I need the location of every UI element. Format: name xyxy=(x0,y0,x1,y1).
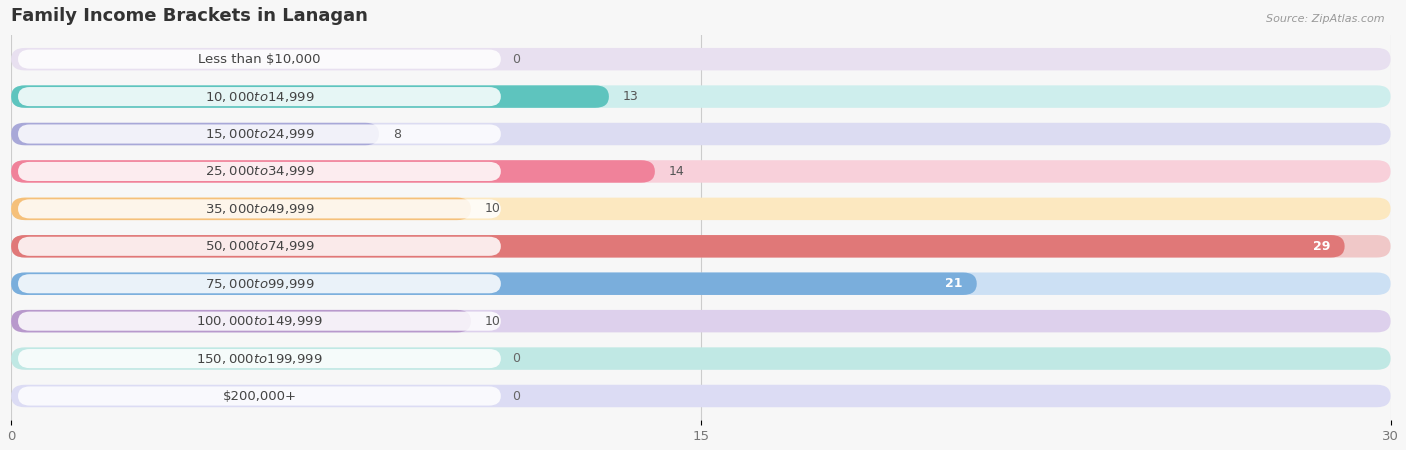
FancyBboxPatch shape xyxy=(11,48,1391,70)
FancyBboxPatch shape xyxy=(18,237,501,256)
FancyBboxPatch shape xyxy=(11,86,1391,108)
Text: $150,000 to $199,999: $150,000 to $199,999 xyxy=(197,351,323,365)
Text: Family Income Brackets in Lanagan: Family Income Brackets in Lanagan xyxy=(11,7,368,25)
Text: $75,000 to $99,999: $75,000 to $99,999 xyxy=(205,277,315,291)
FancyBboxPatch shape xyxy=(18,311,501,331)
Text: 8: 8 xyxy=(392,127,401,140)
Text: $35,000 to $49,999: $35,000 to $49,999 xyxy=(205,202,315,216)
FancyBboxPatch shape xyxy=(18,387,501,405)
FancyBboxPatch shape xyxy=(11,123,1391,145)
Text: $15,000 to $24,999: $15,000 to $24,999 xyxy=(205,127,315,141)
FancyBboxPatch shape xyxy=(11,123,380,145)
Text: 0: 0 xyxy=(512,390,520,402)
FancyBboxPatch shape xyxy=(11,385,1391,407)
Text: $50,000 to $74,999: $50,000 to $74,999 xyxy=(205,239,315,253)
Text: $25,000 to $34,999: $25,000 to $34,999 xyxy=(205,164,315,179)
FancyBboxPatch shape xyxy=(18,87,501,106)
FancyBboxPatch shape xyxy=(11,310,1391,333)
FancyBboxPatch shape xyxy=(11,160,1391,183)
FancyBboxPatch shape xyxy=(11,310,471,333)
FancyBboxPatch shape xyxy=(11,198,471,220)
FancyBboxPatch shape xyxy=(11,347,1391,370)
FancyBboxPatch shape xyxy=(11,198,1391,220)
Text: 14: 14 xyxy=(669,165,685,178)
FancyBboxPatch shape xyxy=(11,273,1391,295)
Text: $10,000 to $14,999: $10,000 to $14,999 xyxy=(205,90,315,104)
FancyBboxPatch shape xyxy=(18,349,501,368)
Text: Source: ZipAtlas.com: Source: ZipAtlas.com xyxy=(1267,14,1385,23)
FancyBboxPatch shape xyxy=(18,50,501,69)
FancyBboxPatch shape xyxy=(11,86,609,108)
Text: 13: 13 xyxy=(623,90,638,103)
FancyBboxPatch shape xyxy=(11,160,655,183)
Text: 10: 10 xyxy=(485,315,501,328)
Text: 0: 0 xyxy=(512,352,520,365)
Text: 21: 21 xyxy=(945,277,963,290)
Text: 10: 10 xyxy=(485,202,501,216)
FancyBboxPatch shape xyxy=(18,162,501,181)
Text: 29: 29 xyxy=(1313,240,1331,253)
FancyBboxPatch shape xyxy=(11,235,1391,257)
FancyBboxPatch shape xyxy=(11,273,977,295)
FancyBboxPatch shape xyxy=(18,274,501,293)
Text: $100,000 to $149,999: $100,000 to $149,999 xyxy=(197,314,323,328)
Text: $200,000+: $200,000+ xyxy=(222,390,297,402)
Text: 0: 0 xyxy=(512,53,520,66)
FancyBboxPatch shape xyxy=(18,125,501,144)
FancyBboxPatch shape xyxy=(18,199,501,218)
Text: Less than $10,000: Less than $10,000 xyxy=(198,53,321,66)
FancyBboxPatch shape xyxy=(11,235,1344,257)
